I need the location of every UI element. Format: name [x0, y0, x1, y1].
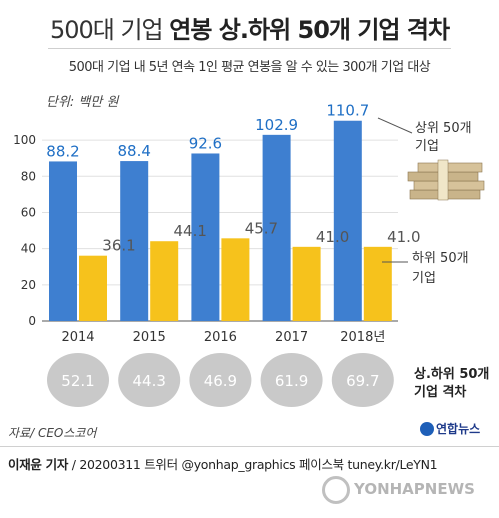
- x-tick-label: 2017: [275, 330, 308, 345]
- money-stack-icon: [407, 159, 485, 201]
- unit-label: 단위: 백만 원: [46, 95, 119, 110]
- x-tick-label: 2016: [204, 330, 237, 345]
- bar-lower: [79, 255, 107, 321]
- gap-label-line1: 상.하위 50개: [414, 366, 489, 382]
- bar-upper: [49, 161, 77, 321]
- bar-lower: [150, 241, 179, 321]
- x-axis: 2014 2015 2016 2017 2018년: [61, 330, 385, 345]
- legend-lower: 하위 50개 기업: [382, 251, 469, 286]
- legend-upper-line1: 상위 50개: [415, 121, 472, 136]
- title-light: 500대 기업: [49, 16, 164, 44]
- gap-circle: [331, 353, 394, 407]
- value-label-lower: 41.0: [387, 228, 420, 246]
- bar-upper: [333, 120, 362, 321]
- gap-circle: [118, 353, 181, 407]
- bar-lower: [221, 238, 250, 321]
- bar-upper: [120, 161, 149, 321]
- value-label-lower: 45.7: [245, 219, 278, 237]
- legend-lower-line2: 기업: [412, 271, 436, 286]
- watermark: YONHAPNEWS: [322, 476, 475, 504]
- bar-upper: [191, 153, 220, 321]
- gap-circle: [189, 353, 252, 407]
- credit-line: 이재윤 기자 / 20200311 트위터 @yonhap_graphics 페…: [8, 454, 438, 473]
- y-tick-label: 60: [21, 205, 36, 219]
- bar-chart: 단위: 백만 원 0 20 40 60 80 100 88.2 36.1 88.4 44.1 92…: [13, 95, 489, 407]
- value-label-upper: 88.4: [117, 142, 150, 160]
- credit-name: 이재윤 기자: [8, 457, 69, 472]
- value-label-upper: 102.9: [255, 116, 298, 134]
- x-tick-label: 2015: [133, 330, 166, 345]
- gap-legend: 상.하위 50개 기업 격차: [414, 366, 489, 400]
- bar-upper: [262, 134, 291, 321]
- source-note: 자료/ CEO스코어: [8, 426, 97, 440]
- value-label-upper: 92.6: [189, 134, 222, 152]
- value-label-lower: 41.0: [316, 228, 349, 246]
- chart-subtitle: 500대 기업 내 5년 연속 1인 평균 연봉을 알 수 있는 300개 기업…: [68, 60, 431, 75]
- watermark-text: YONHAPNEWS: [354, 480, 475, 498]
- gap-value: 69.7: [346, 372, 379, 390]
- value-label-lower: 44.1: [173, 222, 206, 240]
- gap-circle: [260, 353, 323, 407]
- footer-divider: [0, 446, 499, 447]
- legend-lower-line1: 하위 50개: [412, 251, 469, 266]
- value-label-upper: 110.7: [326, 102, 369, 120]
- y-tick-label: 100: [13, 133, 36, 147]
- gap-circles: 52.1 44.3 46.9 61.9 69.7: [47, 353, 394, 407]
- title-rule: [48, 48, 451, 49]
- title-bold: 연봉 상.하위 50개 기업 격차: [169, 16, 450, 44]
- yonhap-logo-icon: [420, 422, 434, 436]
- gap-value: 52.1: [61, 372, 94, 390]
- legend-upper-line2: 기업: [415, 139, 439, 154]
- y-tick-label: 0: [28, 314, 36, 328]
- legend-upper: 상위 50개 기업: [377, 117, 472, 154]
- bars: [49, 120, 392, 321]
- gap-value: 61.9: [275, 372, 308, 390]
- yonhap-logo: 연합뉴스: [420, 420, 480, 437]
- bar-lower: [292, 246, 321, 321]
- gap-circle: [47, 353, 109, 407]
- watermark-icon: [322, 476, 350, 504]
- value-label-upper: 88.2: [46, 142, 79, 160]
- gap-value: 44.3: [132, 372, 165, 390]
- x-tick-label: 2014: [61, 330, 94, 345]
- value-labels: 88.2 36.1 88.4 44.1 92.6 45.7 102.9 41.0 110.7 41…: [46, 102, 420, 255]
- gap-value: 46.9: [204, 372, 237, 390]
- value-label-lower: 36.1: [102, 237, 135, 255]
- y-tick-label: 80: [21, 169, 36, 183]
- y-tick-label: 40: [21, 242, 36, 256]
- credit-rest: / 20200311 트위터 @yonhap_graphics 페이스북 tun…: [71, 457, 438, 472]
- x-tick-label: 2018년: [340, 330, 385, 345]
- chart-title: 500대 기업 연봉 상.하위 50개 기업 격차: [0, 10, 499, 45]
- y-tick-label: 20: [21, 278, 36, 292]
- yonhap-logo-text: 연합뉴스: [436, 422, 481, 436]
- gap-label-line2: 기업 격차: [414, 384, 466, 400]
- bar-lower: [363, 246, 392, 321]
